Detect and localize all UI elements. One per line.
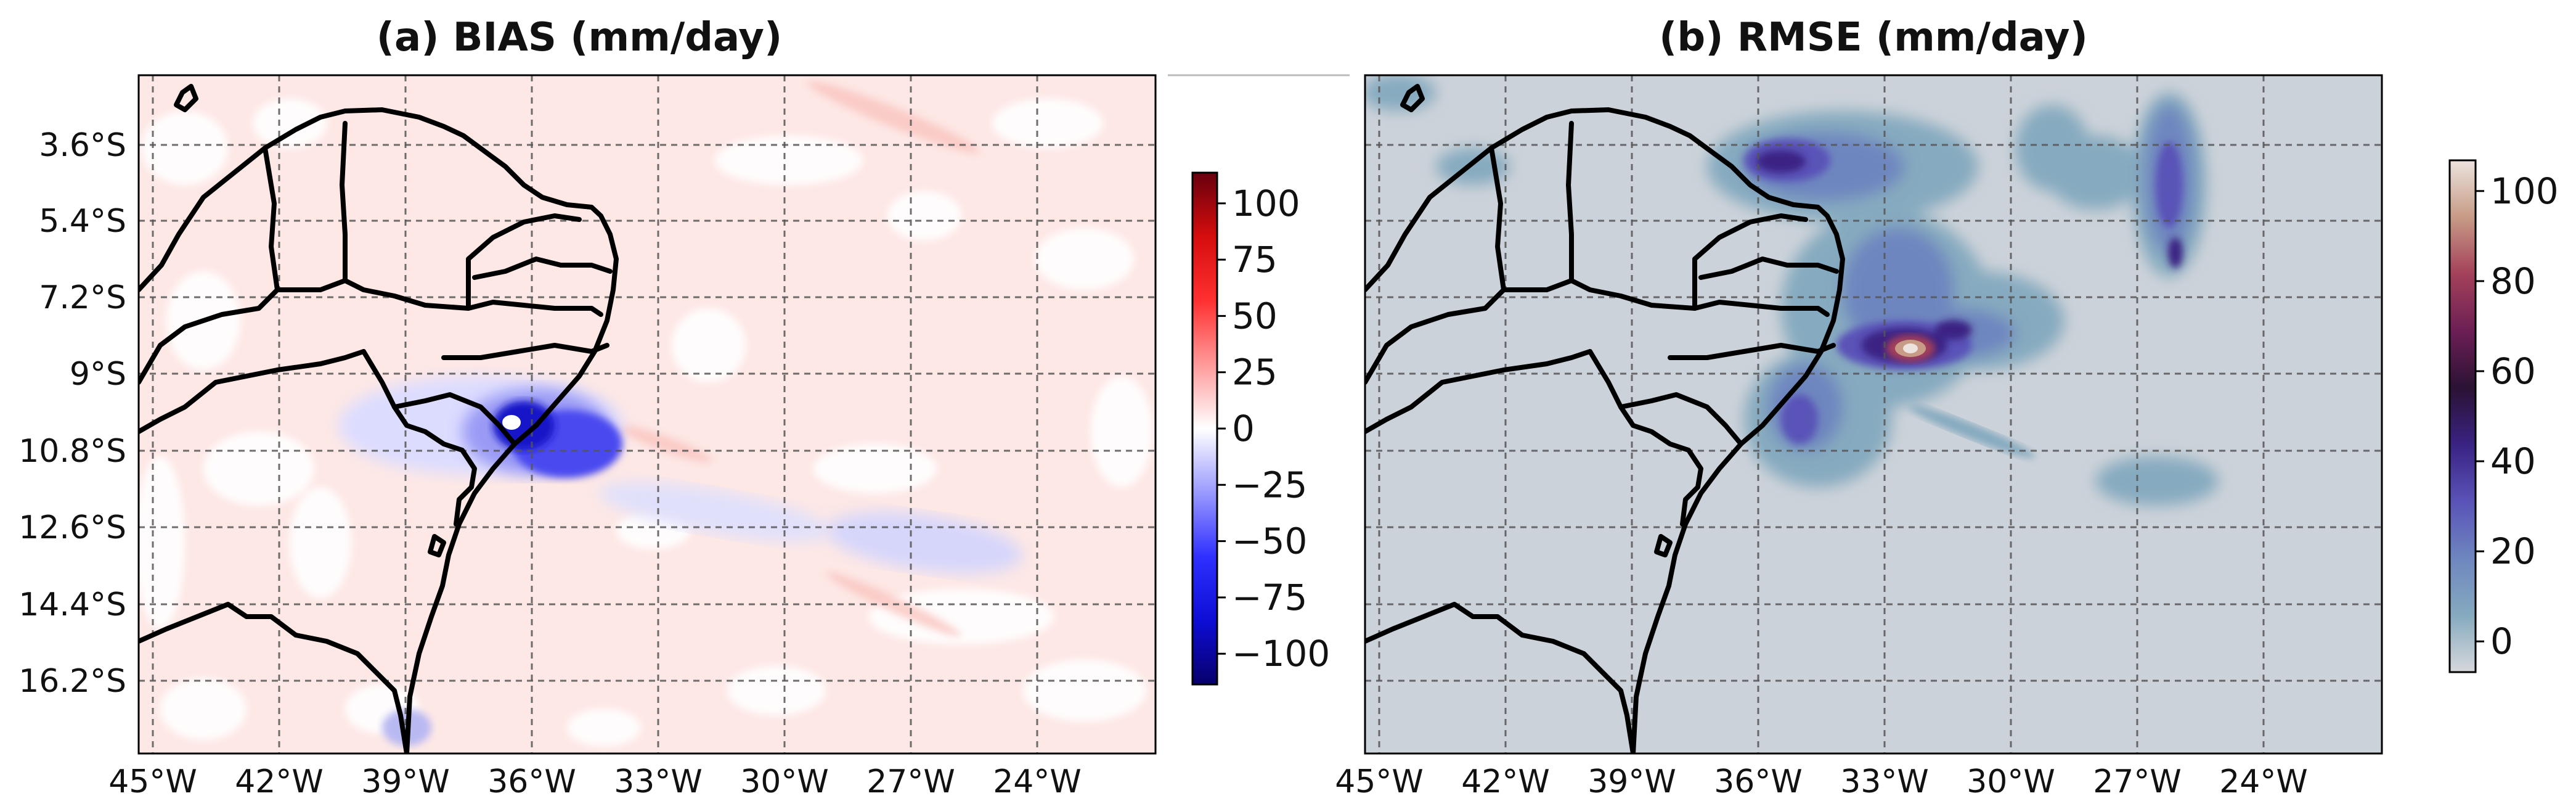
colorbar-tick-label: −100 — [1232, 633, 1330, 675]
latitude-labels: 3.6°S 5.4°S 7.2°S 9°S 10.8°S 12.6°S 14.4… — [18, 127, 126, 700]
colorbar-tick-label: 25 — [1232, 351, 1278, 393]
map-background — [139, 75, 1156, 754]
colorbar-bias: 100 75 50 25 0 −25 −50 −75 −100 — [1191, 171, 1330, 686]
panel-bias: (a) BIAS (mm/day) — [18, 15, 1350, 800]
colorbar-tick-label: 40 — [2490, 440, 2536, 482]
gridlines — [1365, 75, 2382, 754]
lon-label: 45°W — [1335, 763, 1424, 800]
panel-title: (a) BIAS (mm/day) — [377, 15, 782, 60]
lat-label: 9°S — [70, 356, 126, 393]
colorbar-tick-label: 100 — [2490, 170, 2559, 212]
lon-label: 39°W — [361, 763, 450, 800]
lon-label: 30°W — [740, 763, 829, 800]
colorbar-tick-label: −75 — [1232, 577, 1307, 618]
colorbar-tick-label: 100 — [1232, 183, 1300, 224]
longitude-labels: 45°W 42°W 39°W 36°W 33°W 30°W 27°W 24°W — [108, 763, 1082, 800]
colorbar-tick-label: −50 — [1232, 520, 1307, 562]
lon-label: 42°W — [1461, 763, 1550, 800]
colorbar-tick-label: 20 — [2490, 530, 2536, 572]
lon-label: 36°W — [1714, 763, 1803, 800]
colorbar-tick-label: 0 — [2490, 620, 2513, 662]
lat-label: 16.2°S — [18, 663, 126, 700]
colorbar-tick-label: 80 — [2490, 260, 2536, 302]
near-zero-bias-patches — [139, 99, 1152, 746]
lat-label: 12.6°S — [18, 509, 126, 546]
lat-label: 7.2°S — [39, 279, 126, 316]
lon-label: 24°W — [2219, 763, 2308, 800]
lat-label: 14.4°S — [18, 586, 126, 623]
lon-label: 42°W — [235, 763, 324, 800]
colorbar-rmse: 100 80 60 40 20 0 — [2448, 159, 2559, 673]
colorbar-tick-label: 75 — [1232, 239, 1278, 281]
colorbar-tick-label: 0 — [1232, 408, 1255, 450]
panel-rmse: (b) RMSE (mm/day) — [1335, 15, 2559, 800]
lon-label: 24°W — [993, 763, 1082, 800]
lat-label: 5.4°S — [39, 203, 126, 240]
lon-label: 30°W — [1967, 763, 2055, 800]
lon-label: 45°W — [108, 763, 197, 800]
colorbar-tick-label: 60 — [2490, 350, 2536, 392]
lon-label: 36°W — [487, 763, 576, 800]
rmse-field — [1365, 75, 2219, 506]
lat-label: 3.6°S — [39, 127, 126, 164]
lon-label: 39°W — [1588, 763, 1676, 800]
lon-label: 33°W — [614, 763, 703, 800]
lon-label: 33°W — [1840, 763, 1929, 800]
colorbar-tick-label: −25 — [1232, 464, 1307, 506]
lat-label: 10.8°S — [18, 433, 126, 470]
longitude-labels: 45°W 42°W 39°W 36°W 33°W 30°W 27°W 24°W — [1335, 763, 2308, 800]
lon-label: 27°W — [866, 763, 955, 800]
panel-title: (b) RMSE (mm/day) — [1659, 15, 2088, 60]
gridlines — [139, 75, 1156, 754]
lon-label: 27°W — [2093, 763, 2182, 800]
colorbar-tick-label: 50 — [1232, 295, 1278, 337]
